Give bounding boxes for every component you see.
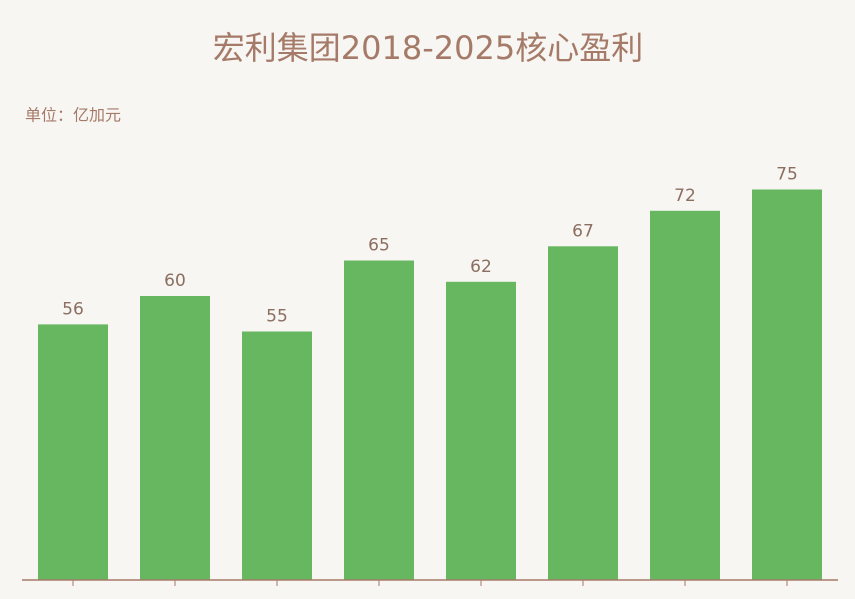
bar [446,281,516,580]
value-label: 75 [776,165,798,185]
bar [650,210,720,581]
value-label: 56 [62,299,84,319]
value-label: 62 [470,257,492,277]
chart-title: 宏利集团2018-2025核心盈利 [213,29,643,67]
bar [38,324,108,580]
value-label: 55 [266,307,288,327]
value-label: 65 [368,236,390,256]
bar [242,331,312,580]
bar [752,189,822,580]
bar [140,296,210,580]
bar [548,246,618,581]
value-label: 60 [164,271,186,291]
value-label: 72 [674,186,696,206]
bar [344,260,414,580]
value-label: 67 [572,221,594,241]
chart-subtitle: 单位：亿加元 [25,106,121,125]
